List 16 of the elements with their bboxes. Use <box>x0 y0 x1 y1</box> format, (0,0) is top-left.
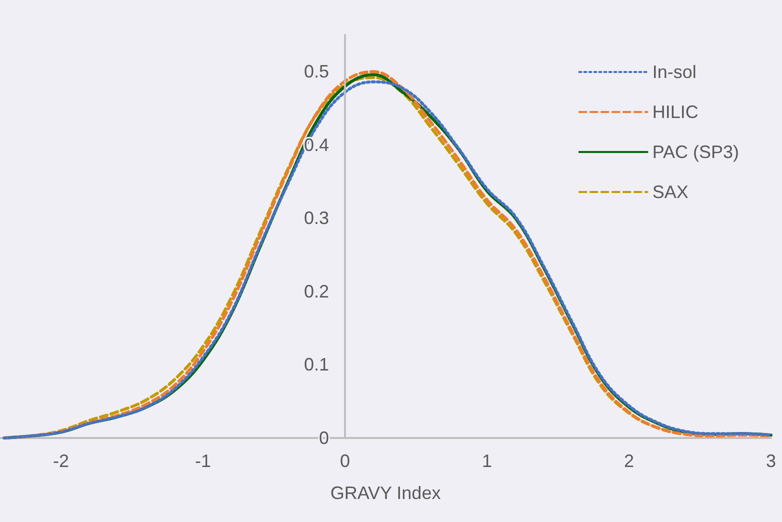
y-tick-label: 0.1 <box>304 354 330 375</box>
legend-label: HILIC <box>652 102 698 122</box>
x-tick-label: 1 <box>482 451 492 471</box>
x-axis-title: GRAVY Index <box>330 483 441 503</box>
x-tick-label: 3 <box>766 451 776 471</box>
legend-label: PAC (SP3) <box>652 142 739 162</box>
x-tick-label: -1 <box>195 451 212 471</box>
x-tick-label: -2 <box>53 451 70 471</box>
legend-label: In-sol <box>652 62 696 82</box>
y-tick-label: 0.5 <box>304 62 330 82</box>
y-tick-label: 0.3 <box>304 208 330 228</box>
legend-label: SAX <box>652 182 688 202</box>
y-tick-label: 0 <box>319 428 330 448</box>
x-tick-label: 0 <box>340 451 350 471</box>
y-tick-label: 0.2 <box>304 281 330 302</box>
x-tick-label: 2 <box>624 451 634 471</box>
